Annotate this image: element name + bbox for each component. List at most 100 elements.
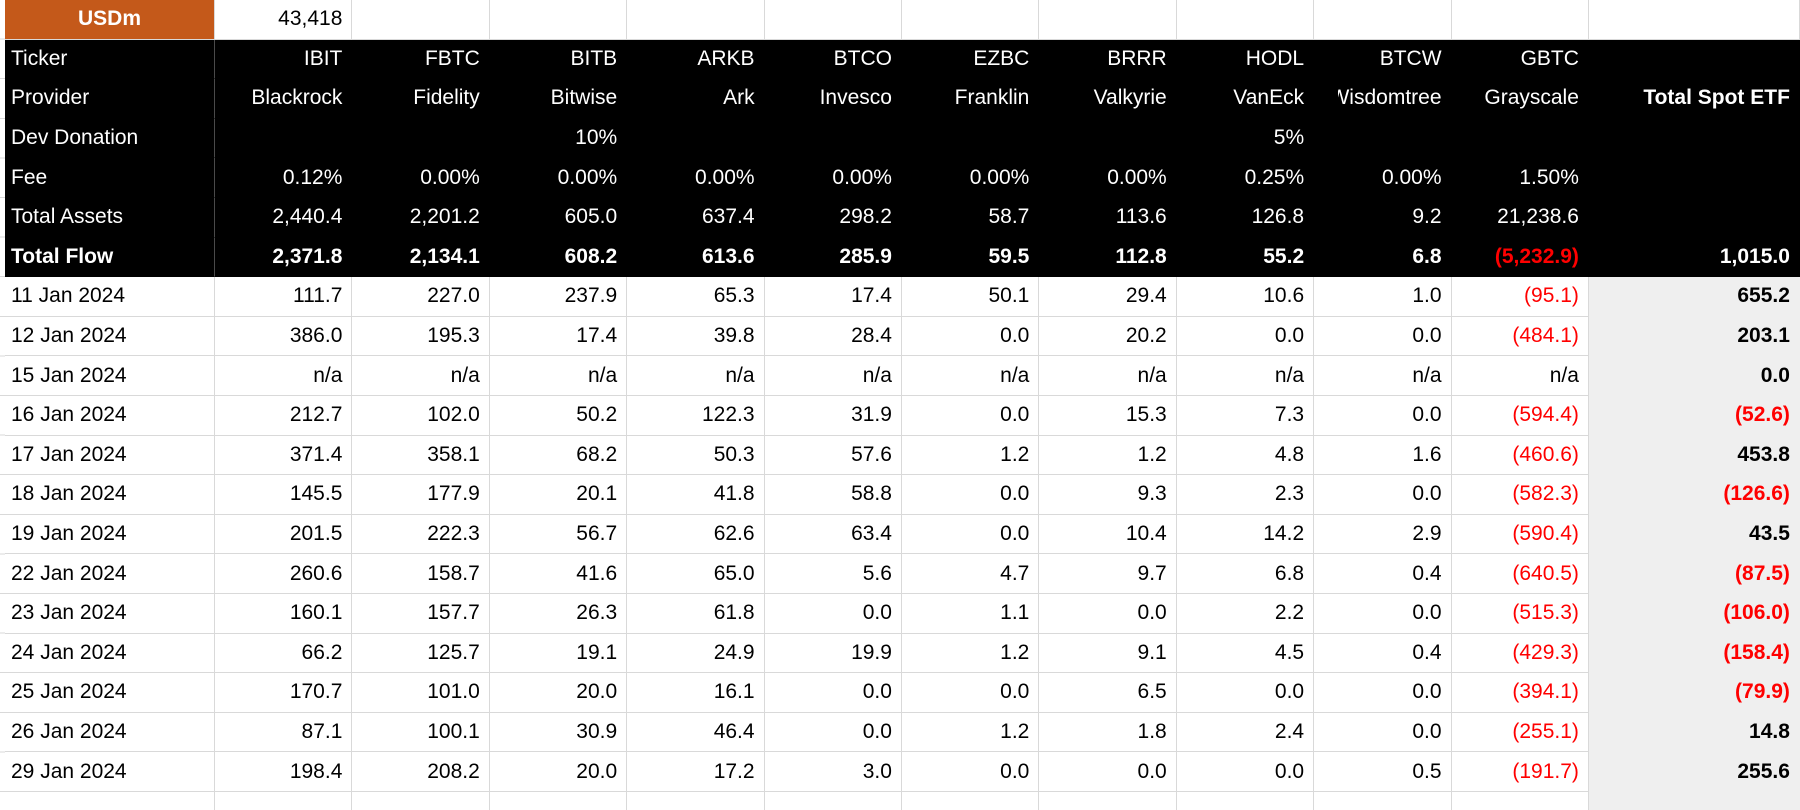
date-cell[interactable]: 22 Jan 2024: [5, 554, 215, 594]
value-cell[interactable]: 102.0: [352, 395, 490, 436]
total-column-ticker-cell[interactable]: [1588, 39, 1800, 80]
value-cell[interactable]: n/a: [627, 356, 765, 396]
value-cell[interactable]: n/a: [215, 356, 353, 396]
value-cell[interactable]: 158.7: [352, 554, 490, 594]
date-cell[interactable]: 29 Jan 2024: [5, 752, 215, 792]
dev-donation-cell-bitb[interactable]: 10%: [489, 118, 628, 159]
value-cell[interactable]: 0.0: [901, 316, 1040, 357]
usdm-value-cell[interactable]: 43,418: [215, 0, 353, 40]
total-cell[interactable]: (52.6): [1588, 395, 1800, 436]
value-cell[interactable]: 1.2: [901, 435, 1040, 476]
total-cell[interactable]: 655.2: [1588, 277, 1800, 317]
value-cell[interactable]: 0.0: [1039, 752, 1177, 792]
total-flow-cell-bitb[interactable]: 608.2: [489, 237, 628, 278]
value-cell[interactable]: 208.2: [352, 752, 490, 792]
value-cell[interactable]: 4.5: [1176, 633, 1315, 674]
value-cell[interactable]: 0.4: [1314, 554, 1452, 594]
value-cell[interactable]: 50.3: [627, 435, 765, 476]
dev-donation-cell-arkb[interactable]: [627, 118, 765, 159]
dev-donation-cell-btco[interactable]: [764, 118, 902, 159]
value-cell[interactable]: 50.1: [901, 277, 1040, 317]
total-cell[interactable]: (106.0): [1588, 593, 1800, 634]
value-cell[interactable]: 222.3: [352, 514, 490, 555]
value-cell[interactable]: 111.7: [215, 277, 353, 317]
value-cell[interactable]: 6.5: [1039, 673, 1177, 713]
value-cell[interactable]: 17.4: [764, 277, 902, 317]
ticker-cell-btcw[interactable]: BTCW: [1314, 39, 1452, 80]
date-cell[interactable]: 26 Jan 2024: [5, 712, 215, 753]
value-cell[interactable]: (394.1): [1451, 673, 1589, 713]
total-cell[interactable]: 255.6: [1588, 752, 1800, 792]
value-cell[interactable]: (484.1): [1451, 316, 1589, 357]
value-cell[interactable]: 4.7: [901, 554, 1040, 594]
ticker-cell-fbtc[interactable]: FBTC: [352, 39, 490, 80]
dev-donation-cell-brrr[interactable]: [1039, 118, 1177, 159]
dev-donation-cell-fbtc[interactable]: [352, 118, 490, 159]
value-cell[interactable]: (590.4): [1451, 514, 1589, 555]
total-cell[interactable]: 453.8: [1588, 435, 1800, 476]
value-cell[interactable]: 0.0: [764, 593, 902, 634]
provider-cell-hodl[interactable]: VanEck: [1176, 79, 1315, 119]
value-cell[interactable]: 24.9: [627, 633, 765, 674]
value-cell[interactable]: 62.6: [627, 514, 765, 555]
value-cell[interactable]: 0.0: [764, 673, 902, 713]
date-cell[interactable]: 18 Jan 2024: [5, 475, 215, 515]
ticker-cell-ibit[interactable]: IBIT: [215, 39, 353, 80]
total-column-dev-cell[interactable]: [1588, 118, 1800, 159]
value-cell[interactable]: n/a: [1314, 356, 1452, 396]
value-cell[interactable]: (640.5): [1451, 554, 1589, 594]
value-cell[interactable]: 227.0: [352, 277, 490, 317]
total-cell[interactable]: 203.1: [1588, 316, 1800, 357]
value-cell[interactable]: 57.6: [764, 435, 902, 476]
value-cell[interactable]: 1.8: [1039, 712, 1177, 753]
value-cell[interactable]: (191.7): [1451, 752, 1589, 792]
value-cell[interactable]: 50.2: [489, 395, 628, 436]
value-cell[interactable]: 46.4: [627, 712, 765, 753]
total-flow-cell-hodl[interactable]: 55.2: [1176, 237, 1315, 278]
value-cell[interactable]: 10.6: [1176, 277, 1315, 317]
value-cell[interactable]: 41.6: [489, 554, 628, 594]
value-cell[interactable]: 237.9: [489, 277, 628, 317]
usdm-label-cell[interactable]: USDm: [5, 0, 215, 40]
total-flow-cell-gbtc[interactable]: (5,232.9): [1451, 237, 1589, 278]
value-cell[interactable]: n/a: [764, 356, 902, 396]
value-cell[interactable]: 1.0: [1314, 277, 1452, 317]
value-cell[interactable]: 30.9: [489, 712, 628, 753]
value-cell[interactable]: n/a: [1451, 356, 1589, 396]
total-cell[interactable]: (158.4): [1588, 633, 1800, 674]
ticker-cell-ezbc[interactable]: EZBC: [901, 39, 1040, 80]
dev-donation-cell-ibit[interactable]: [215, 118, 353, 159]
empty-cell[interactable]: [901, 0, 1040, 40]
total-flow-cell-ibit[interactable]: 2,371.8: [215, 237, 353, 278]
provider-cell-brrr[interactable]: Valkyrie: [1039, 79, 1177, 119]
value-cell[interactable]: 15.3: [1039, 395, 1177, 436]
value-cell[interactable]: 65.0: [627, 554, 765, 594]
ticker-cell-arkb[interactable]: ARKB: [627, 39, 765, 80]
date-cell[interactable]: 12 Jan 2024: [5, 316, 215, 357]
provider-cell-ezbc[interactable]: Franklin: [901, 79, 1040, 119]
ticker-cell-bitb[interactable]: BITB: [489, 39, 628, 80]
date-cell[interactable]: 15 Jan 2024: [5, 356, 215, 396]
provider-cell-gbtc[interactable]: Grayscale: [1451, 79, 1589, 119]
total-flow-cell-btco[interactable]: 285.9: [764, 237, 902, 278]
value-cell[interactable]: 16.1: [627, 673, 765, 713]
value-cell[interactable]: 198.4: [215, 752, 353, 792]
total-flow-cell-fbtc[interactable]: 2,134.1: [352, 237, 490, 278]
value-cell[interactable]: n/a: [352, 356, 490, 396]
value-cell[interactable]: n/a: [901, 356, 1040, 396]
value-cell[interactable]: (594.4): [1451, 395, 1589, 436]
ticker-cell-btco[interactable]: BTCO: [764, 39, 902, 80]
date-cell[interactable]: 17 Jan 2024: [5, 435, 215, 476]
value-cell[interactable]: 0.0: [1314, 673, 1452, 713]
provider-cell-btcw[interactable]: Wisdomtree: [1314, 79, 1452, 119]
value-cell[interactable]: 17.2: [627, 752, 765, 792]
value-cell[interactable]: 0.0: [901, 475, 1040, 515]
value-cell[interactable]: 3.0: [764, 752, 902, 792]
value-cell[interactable]: 122.3: [627, 395, 765, 436]
value-cell[interactable]: 20.0: [489, 752, 628, 792]
fee-cell-arkb[interactable]: 0.00%: [627, 158, 765, 198]
ticker-cell-gbtc[interactable]: GBTC: [1451, 39, 1589, 80]
date-cell[interactable]: 16 Jan 2024: [5, 395, 215, 436]
value-cell[interactable]: 157.7: [352, 593, 490, 634]
value-cell[interactable]: 1.2: [901, 712, 1040, 753]
